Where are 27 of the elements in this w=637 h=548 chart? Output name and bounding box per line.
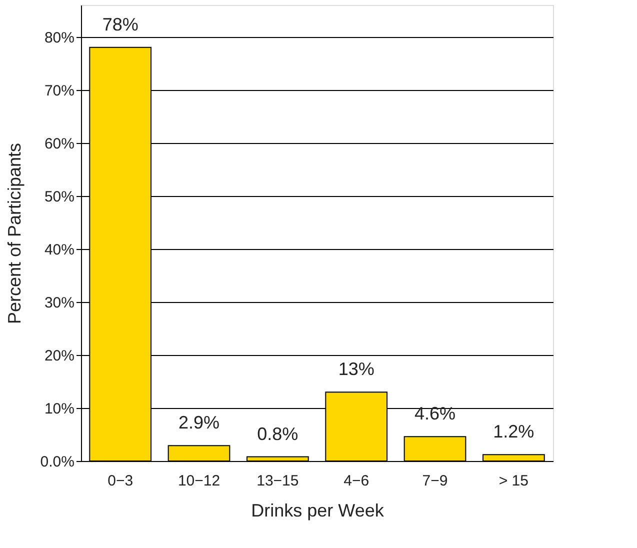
y-axis-title: Percent of Participants [4, 142, 24, 324]
y-tick-label: 80% [44, 29, 74, 46]
x-tick-label: 4−6 [344, 472, 370, 490]
y-tick-label: 40% [44, 241, 74, 258]
x-tick-label: 7−9 [422, 472, 448, 490]
bar [482, 454, 545, 462]
y-tick-label: 10% [44, 400, 74, 418]
bar [168, 445, 230, 462]
x-tick-label: 0−3 [108, 472, 134, 490]
x-tick-label: > 15 [498, 472, 528, 490]
y-tick-label: 30% [44, 294, 74, 312]
x-tick-label: 13−15 [256, 472, 299, 490]
data-label: 4.6% [414, 404, 456, 424]
data-label: 78% [102, 14, 138, 34]
data-label: 2.9% [178, 412, 220, 433]
y-tick-label: 70% [44, 82, 74, 100]
x-axis-title: Drinks per Week [251, 500, 385, 520]
data-label: 0.8% [257, 424, 298, 444]
data-label: 1.2% [493, 422, 534, 442]
y-tick-label: 20% [44, 347, 74, 364]
data-label: 13% [338, 359, 374, 380]
x-tick-label: 10−12 [178, 472, 220, 490]
y-tick-label: 60% [44, 135, 74, 152]
y-tick-label: 50% [44, 188, 74, 206]
bar [246, 456, 309, 462]
y-tick-label: 0.0% [40, 454, 74, 470]
bar [404, 436, 466, 462]
